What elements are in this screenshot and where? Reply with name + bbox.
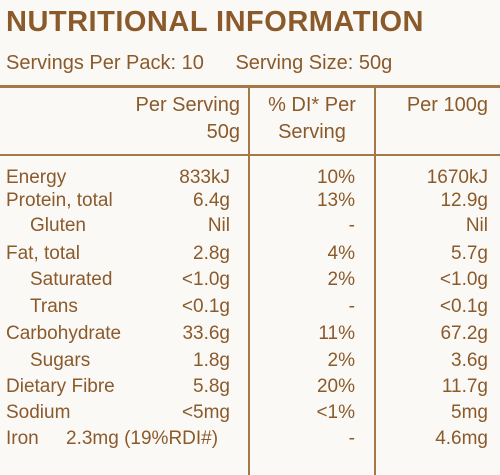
header-per-100g: Per 100g: [378, 92, 488, 119]
per-100g-value: <0.1g: [439, 296, 488, 317]
di-value: 2%: [327, 269, 355, 290]
nutrition-table: Per Serving 50g % DI* Per Serving Per 10…: [0, 85, 500, 475]
servings-line: Servings Per Pack: 10 Serving Size: 50g: [6, 52, 494, 75]
nutrient-name: Energy: [6, 167, 67, 188]
nutrient-name: Sodium: [6, 402, 71, 423]
table-row: Saturated <1.0g 2% <1.0g: [0, 268, 500, 292]
table-row: Protein, total 6.4g 13% 12.9g: [0, 189, 500, 213]
per-100g-value: 3.6g: [451, 350, 488, 371]
table-row: Sugars 1.8g 2% 3.6g: [0, 349, 500, 373]
per-serving-value: 6.4g: [193, 190, 230, 211]
column-divider: [248, 88, 250, 475]
header-per-serving-line1: Per Serving: [135, 94, 241, 116]
per-100g-value: Nil: [465, 215, 488, 236]
di-value: 2%: [327, 350, 355, 371]
header-di: % DI* Per Serving: [252, 92, 372, 146]
table-row: Sodium <5mg <1% 5mg: [0, 401, 500, 425]
table-row: Dietary Fibre 5.8g 20% 11.7g: [0, 375, 500, 399]
per-100g-value: 12.9g: [440, 190, 488, 211]
servings-per-pack: Servings Per Pack: 10: [6, 52, 204, 74]
per-100g-value: 5mg: [451, 402, 488, 423]
nutrient-name: Trans: [30, 296, 78, 317]
per-serving-value: 5.8g: [193, 376, 230, 397]
nutrient-name: Sugars: [30, 350, 91, 371]
per-serving-value: 1.8g: [193, 350, 230, 371]
header-di-line1: % DI* Per: [268, 94, 356, 116]
per-100g-value: 4.6mg: [435, 428, 488, 449]
header-per-serving: Per Serving 50g: [100, 92, 241, 146]
per-serving-value: 33.6g: [182, 323, 230, 344]
table-row: Trans <0.1g - <0.1g: [0, 295, 500, 319]
table-row: Gluten Nil - Nil: [0, 214, 500, 238]
nutrient-name: Dietary Fibre: [6, 376, 115, 397]
serving-size: Serving Size: 50g: [235, 52, 393, 74]
per-100g-value: 67.2g: [440, 323, 488, 344]
per-100g-value: 11.7g: [441, 376, 488, 397]
nutrient-name: Gluten: [30, 215, 86, 236]
nutrient-name: Fat, total: [6, 243, 80, 264]
per-100g-value: 5.7g: [451, 243, 488, 264]
nutrient-name: Iron: [6, 428, 39, 449]
di-value: -: [348, 215, 355, 236]
di-value: 11%: [318, 323, 355, 344]
di-value: 10%: [316, 167, 355, 188]
per-serving-value: <5mg: [181, 402, 230, 423]
per-serving-value: 2.3mg (19%RDI#): [66, 428, 219, 449]
per-100g-value: 1670kJ: [426, 167, 488, 188]
header-per-serving-line2: 50g: [206, 121, 240, 143]
table-row: Energy 833kJ 10% 1670kJ: [0, 166, 500, 190]
di-value: 4%: [327, 243, 355, 264]
table-row: Iron 2.3mg (19%RDI#) - 4.6mg: [0, 427, 500, 451]
nutrient-name: Carbohydrate: [6, 323, 122, 344]
di-value: -: [348, 428, 355, 449]
header-di-line2: Serving: [278, 121, 346, 143]
header-per-100g-line1: Per 100g: [406, 94, 488, 116]
per-serving-value: 833kJ: [179, 167, 230, 188]
table-row: Fat, total 2.8g 4% 5.7g: [0, 242, 500, 266]
per-serving-value: Nil: [207, 215, 230, 236]
panel-title: NUTRITIONAL INFORMATION: [6, 6, 424, 38]
di-value: -: [348, 296, 355, 317]
per-serving-value: 2.8g: [193, 243, 230, 264]
column-divider: [374, 88, 376, 475]
header-divider: [0, 154, 500, 156]
di-value: 20%: [316, 376, 355, 397]
per-serving-value: <0.1g: [181, 296, 230, 317]
per-100g-value: <1.0g: [439, 269, 488, 290]
di-value: <1%: [316, 402, 355, 423]
nutrient-name: Protein, total: [6, 190, 113, 211]
di-value: 13%: [316, 190, 355, 211]
nutrient-name: Saturated: [30, 269, 113, 290]
per-serving-value: <1.0g: [181, 269, 230, 290]
table-row: Carbohydrate 33.6g 11% 67.2g: [0, 322, 500, 346]
